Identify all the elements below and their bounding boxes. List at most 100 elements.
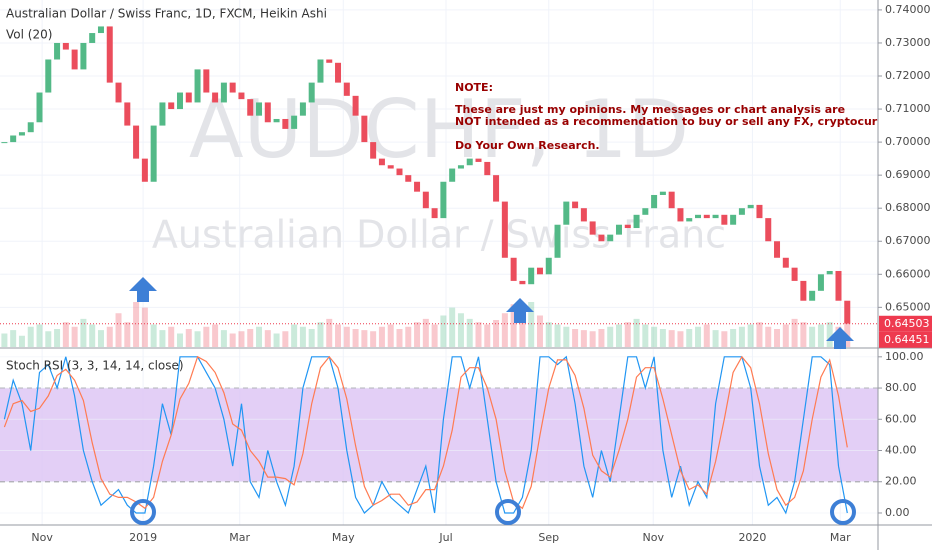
candle [782,257,789,268]
candle [440,181,447,219]
candle [299,102,306,116]
candle [624,224,631,229]
volume-bar [36,324,43,347]
candle [615,224,622,235]
volume-bar [782,324,789,347]
volume-bar [317,322,324,347]
y-tick-label: 20.00 [885,475,917,488]
candle [703,214,710,219]
volume-bar [282,331,289,347]
x-tick-label: Sep [538,531,559,544]
volume-bar [554,324,561,347]
volume-bar [133,302,140,347]
volume-bar [1,333,8,347]
candle [194,69,201,103]
candle [264,102,271,123]
candle [545,257,552,275]
note: These are just my opinions. My messages … [455,103,845,116]
y-tick-label: 0.00 [885,506,910,519]
x-tick-label: Nov [31,531,53,544]
candle [54,42,61,60]
candle [633,214,640,229]
candle [738,208,745,215]
volume-bar [800,322,807,347]
candle [580,208,587,222]
volume-bar [273,333,280,347]
candle [598,234,605,242]
volume-bar [738,326,745,347]
candle [150,125,157,182]
candle [809,290,816,301]
volume-bar [238,331,245,347]
circle [495,499,521,525]
candle [510,257,517,281]
candle [352,95,359,116]
candle [220,82,227,103]
volume-bar [97,330,104,347]
volume-bar [422,318,429,347]
volume-bar [844,320,851,347]
volume-bar [774,329,781,347]
candle [765,218,772,242]
candle [133,125,140,159]
chart-title: Australian Dollar / Swiss Franc, 1D, FXC… [6,7,327,21]
volume-bar [536,315,543,347]
volume-bar [651,326,658,347]
candle [844,300,851,324]
volume-bar [203,326,210,347]
volume-bar [695,326,702,347]
candle [712,214,719,219]
volume-bar [475,322,482,347]
candle [141,158,148,182]
y-tick-label: 0.72000 [885,69,931,82]
volume-bar [440,315,447,347]
volume-bar [220,330,227,347]
volume-bar [756,322,763,347]
volume-bar [326,318,333,347]
candle [159,102,166,126]
candle [45,59,52,93]
volume-bar [10,330,17,347]
candle [335,62,342,83]
volume-bar [712,330,719,347]
candle [756,204,763,219]
volume-bar [572,329,579,347]
volume-bar [668,330,675,347]
candle [695,214,702,219]
volume-bar [607,326,614,347]
volume-bar [730,329,737,347]
volume-bar [168,326,175,347]
volume-bar [615,324,622,347]
watermark: AUDCHF, 1D [189,83,689,176]
candle [203,69,210,93]
circle [830,499,856,525]
volume-bar [809,326,816,347]
y-tick-label: 0.68000 [885,201,931,214]
volume-bar [466,318,473,347]
rsi-pane [0,349,878,525]
y-tick-label: 100.00 [885,350,924,363]
volume-bar [528,302,535,347]
y-tick-label: 80.00 [885,381,917,394]
y-tick-label: 0.73000 [885,36,931,49]
volume-bar [703,324,710,347]
candle [668,191,675,209]
volume-bar [185,329,192,347]
candle [791,267,798,281]
candle [229,82,236,93]
arrow [129,277,157,302]
volume-bar [194,331,201,347]
volume-bar [817,324,824,347]
volume-bar [54,329,61,347]
candle [519,280,526,285]
candle [721,214,728,225]
candle [501,201,508,258]
candle [176,92,183,110]
candle [238,92,245,100]
candle [343,82,350,96]
price-label: 0.64503 [884,317,930,330]
volume-bar [826,322,833,347]
volume-bar [141,307,148,347]
candle [168,102,175,110]
rsi-line [3,355,848,515]
